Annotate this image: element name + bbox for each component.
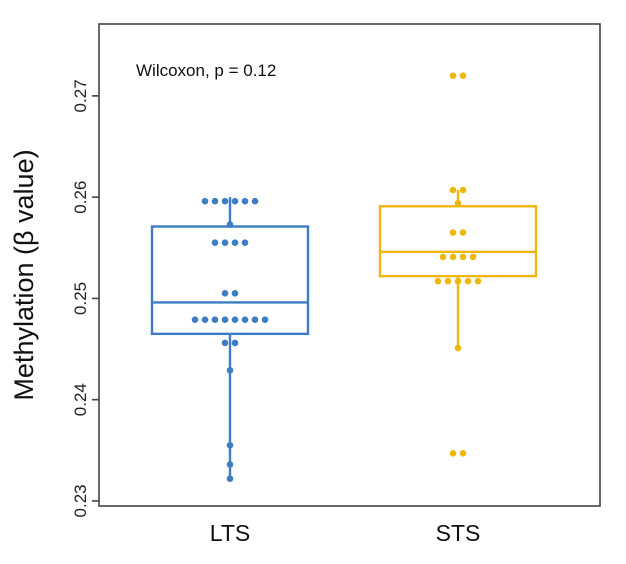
sts-data-point [449, 253, 457, 261]
plot-frame-layer [98, 23, 601, 507]
lts-data-point [251, 316, 259, 323]
lts-data-point [226, 441, 234, 449]
sts-data-point [454, 344, 462, 352]
y-tick-label: 0.23 [71, 484, 90, 517]
sts-data-point [449, 186, 457, 194]
lts-data-point [211, 239, 219, 247]
lts-data-point [231, 339, 239, 347]
points-layer [191, 72, 482, 482]
lts-data-point [221, 316, 229, 323]
lts-data-point [201, 316, 209, 323]
lts-data-point [226, 221, 234, 228]
lts-data-point [261, 316, 269, 323]
sts-data-point [459, 186, 467, 194]
lts-data-point [226, 475, 234, 482]
sts-data-point [439, 253, 447, 261]
lts-data-point [241, 316, 249, 323]
sts-data-point [434, 277, 442, 285]
lts-data-point [191, 316, 199, 323]
lts-data-point [241, 197, 249, 205]
lts-data-point [221, 339, 229, 347]
boxes-layer [150, 190, 538, 479]
lts-data-point [231, 197, 239, 205]
x-category-label: STS [436, 520, 481, 546]
sts-data-point [459, 253, 467, 261]
lts-data-point [231, 290, 239, 297]
lts-data-point [241, 239, 249, 247]
sts-data-point [449, 450, 457, 457]
sts-data-point [464, 277, 472, 285]
plot-frame [98, 23, 601, 507]
y-tick-label: 0.26 [71, 181, 90, 214]
lts-data-point [211, 197, 219, 205]
sts-data-point [449, 72, 457, 79]
sts-data-point [454, 199, 462, 207]
y-tick-label: 0.25 [71, 282, 90, 315]
sts-data-point [454, 277, 462, 285]
lts-data-point [211, 316, 219, 323]
lts-data-point [221, 197, 229, 205]
sts-data-point [444, 277, 452, 285]
lts-data-point [231, 239, 239, 247]
lts-data-point [231, 316, 239, 323]
sts-data-point [459, 450, 467, 457]
y-tick-label: 0.24 [71, 383, 90, 416]
lts-data-point [221, 239, 229, 247]
y-axis-ticks-layer: 0.23 0.24 0.25 0.26 0.27 [71, 79, 99, 517]
x-category-label: LTS [210, 520, 250, 546]
sts-data-point [459, 72, 467, 79]
wilcoxon-annotation: Wilcoxon, p = 0.12 [136, 61, 276, 80]
lts-data-point [221, 290, 229, 297]
lts-data-point [251, 197, 259, 205]
lts-data-point [201, 197, 209, 205]
sts-data-point [469, 253, 477, 261]
lts-data-point [226, 461, 234, 468]
sts-box [378, 205, 538, 278]
sts-data-point [474, 277, 482, 285]
sts-data-point [459, 229, 467, 236]
y-axis-title: Methylation (β value) [9, 149, 39, 400]
y-tick-label: 0.27 [71, 79, 90, 112]
lts-box [150, 225, 310, 336]
sts-data-point [449, 229, 457, 236]
category-labels-layer: LTS STS [210, 520, 481, 546]
lts-data-point [226, 367, 234, 374]
